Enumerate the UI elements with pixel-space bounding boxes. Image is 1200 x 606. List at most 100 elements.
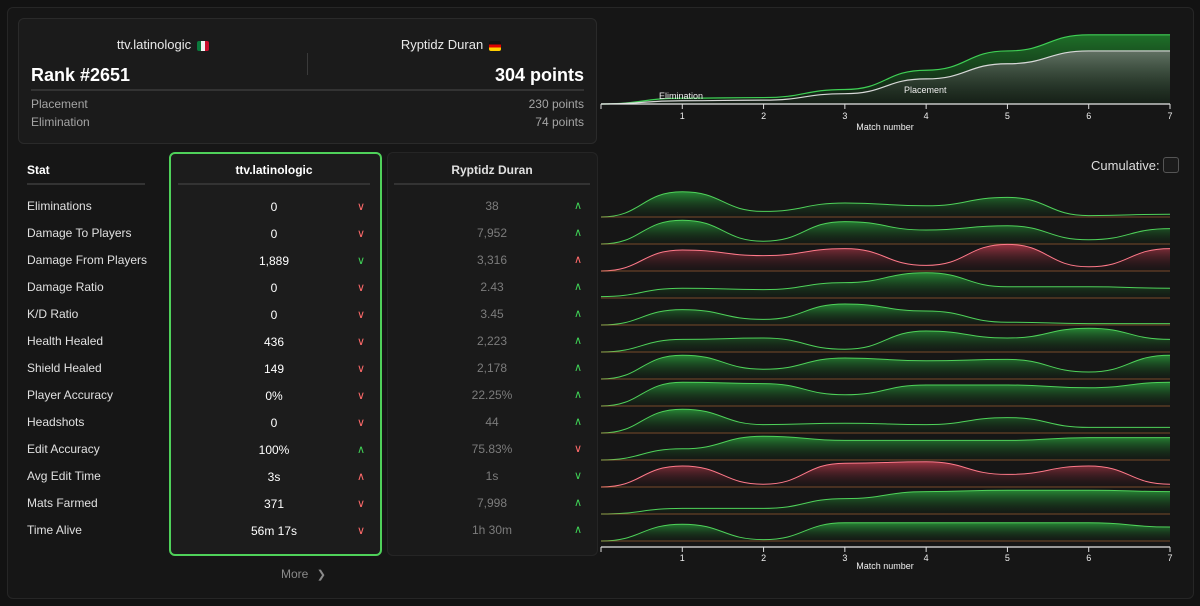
x-tick-label: 6 xyxy=(1086,553,1091,563)
player2-stat-value: 44 xyxy=(485,415,499,429)
stat-label: Player Accuracy xyxy=(27,388,114,402)
stat-label: K/D Ratio xyxy=(27,307,79,321)
points-chart: 1 2 3 4 5 6 7 Elimination Placement Match numb… xyxy=(600,34,1173,132)
ridge-area xyxy=(601,355,1170,379)
series-area-placement xyxy=(601,50,1170,104)
player1-stat-value: 0 xyxy=(270,200,278,214)
ridge-area xyxy=(601,382,1170,406)
ridge-line xyxy=(600,219,1171,245)
ridge-line xyxy=(600,461,1171,488)
player1-trend-icon: ∨ xyxy=(357,525,366,537)
ridge-area xyxy=(601,409,1170,433)
placement-annotation: Placement xyxy=(904,85,947,95)
player2-trend-icon: ∧ xyxy=(574,281,583,293)
elimination-label: Elimination xyxy=(31,115,90,129)
player-names: ttv.latinologic Ryptidz Duran xyxy=(19,37,596,75)
player1-column-header[interactable]: ttv.latinologic xyxy=(235,163,313,177)
elimination-points: 74 points xyxy=(535,115,584,129)
player2-stat-value: 2,223 xyxy=(476,334,508,348)
germany-flag-icon xyxy=(489,40,502,51)
x-tick-label: 5 xyxy=(1005,553,1010,563)
player1-trend-icon: ∨ xyxy=(357,363,366,375)
player2-stat-value: 38 xyxy=(485,199,499,213)
series-line-total xyxy=(600,34,1170,105)
player1-stat-value: 100% xyxy=(258,443,290,457)
x-axis-label: Match number xyxy=(856,122,914,132)
ridge-line xyxy=(600,272,1171,298)
ridge-line xyxy=(600,408,1170,434)
ridge-area xyxy=(601,244,1170,271)
ridge-line xyxy=(600,489,1171,515)
x-tick-label: 4 xyxy=(924,111,929,121)
player2-trend-icon: ∧ xyxy=(574,254,583,266)
player2-name: Ryptidz Duran xyxy=(400,37,484,52)
stat-label: Damage Ratio xyxy=(27,280,104,294)
player2-column-header[interactable]: Ryptidz Duran xyxy=(451,163,533,177)
player2-trend-icon: ∧ xyxy=(574,416,583,428)
player1-trend-icon: ∨ xyxy=(357,417,366,429)
stat-label: Mats Farmed xyxy=(27,496,98,510)
x-tick-label: 4 xyxy=(924,553,929,563)
player2-trend-icon: ∧ xyxy=(574,497,583,509)
ridge-line xyxy=(600,381,1171,407)
player2-trend-icon: ∧ xyxy=(574,227,583,239)
x-tick-label: 3 xyxy=(842,553,847,563)
placement-label: Placement xyxy=(31,97,88,111)
player2-stat-value: 2,178 xyxy=(476,361,508,375)
x-tick-label: 2 xyxy=(761,111,766,121)
chevron-down-icon: ❯ xyxy=(316,569,326,581)
elimination-annotation: Elimination xyxy=(659,91,703,101)
player1-stat-value: 56m 17s xyxy=(250,524,298,538)
x-tick-label: 7 xyxy=(1167,553,1172,563)
stat-label: Edit Accuracy xyxy=(27,442,100,456)
player2-stat-value: 75.83% xyxy=(471,442,513,456)
ridge-line xyxy=(600,303,1170,326)
player2-stat-value: 3,316 xyxy=(476,253,508,267)
series-line-placement xyxy=(600,50,1170,105)
x-tick-label: 6 xyxy=(1086,111,1091,121)
ridge-area xyxy=(601,522,1170,541)
player1-trend-icon: ∨ xyxy=(357,255,366,267)
stat-trend-chart: 1 2 3 4 5 6 7 Match number xyxy=(600,191,1173,571)
player2-trend-icon: ∨ xyxy=(574,470,583,482)
placement-row: Placement 230 points xyxy=(31,97,584,111)
divider xyxy=(178,183,370,185)
player1-column xyxy=(169,152,382,556)
player1-stat-value: 436 xyxy=(263,335,285,349)
more-button[interactable]: More ❯ xyxy=(281,567,326,581)
ridge-area xyxy=(601,436,1170,460)
player1-stat-value: 3s xyxy=(267,470,281,484)
elimination-row: Elimination 74 points xyxy=(31,115,584,129)
cumulative-label: Cumulative: xyxy=(1091,158,1160,173)
ridge-line xyxy=(600,354,1171,380)
divider xyxy=(27,183,145,185)
ridge-line xyxy=(600,191,1171,218)
ridge-line xyxy=(600,435,1170,461)
stat-label: Time Alive xyxy=(27,523,82,537)
player1-name: ttv.latinologic xyxy=(116,37,192,52)
player2-trend-icon: ∧ xyxy=(574,524,583,536)
player1-stat-value: 149 xyxy=(263,362,285,376)
ridge-line xyxy=(600,522,1171,542)
player2-name-header[interactable]: Ryptidz Duran xyxy=(307,37,595,52)
player2-trend-icon: ∧ xyxy=(574,389,583,401)
stat-column-header: Stat xyxy=(27,163,50,177)
player2-stat-value: 1s xyxy=(485,469,499,483)
cumulative-checkbox[interactable] xyxy=(1163,157,1179,173)
ridge-area xyxy=(601,220,1170,244)
more-label: More xyxy=(281,567,309,581)
ridge-area xyxy=(601,304,1170,325)
player2-stat-value: 2.43 xyxy=(480,280,504,294)
player1-name-header[interactable]: ttv.latinologic xyxy=(19,37,307,52)
divider xyxy=(31,89,584,91)
total-points: 304 points xyxy=(494,65,584,85)
ridge-line xyxy=(600,243,1171,272)
stat-label: Damage From Players xyxy=(27,253,148,267)
player1-stat-value: 0 xyxy=(270,308,278,322)
player2-stat-value: 22.25% xyxy=(471,388,513,402)
stat-label: Headshots xyxy=(27,415,85,429)
ridge-area xyxy=(601,461,1170,487)
player2-trend-icon: ∧ xyxy=(574,308,583,320)
divider xyxy=(307,53,308,75)
player2-stat-value: 7,952 xyxy=(476,226,508,240)
